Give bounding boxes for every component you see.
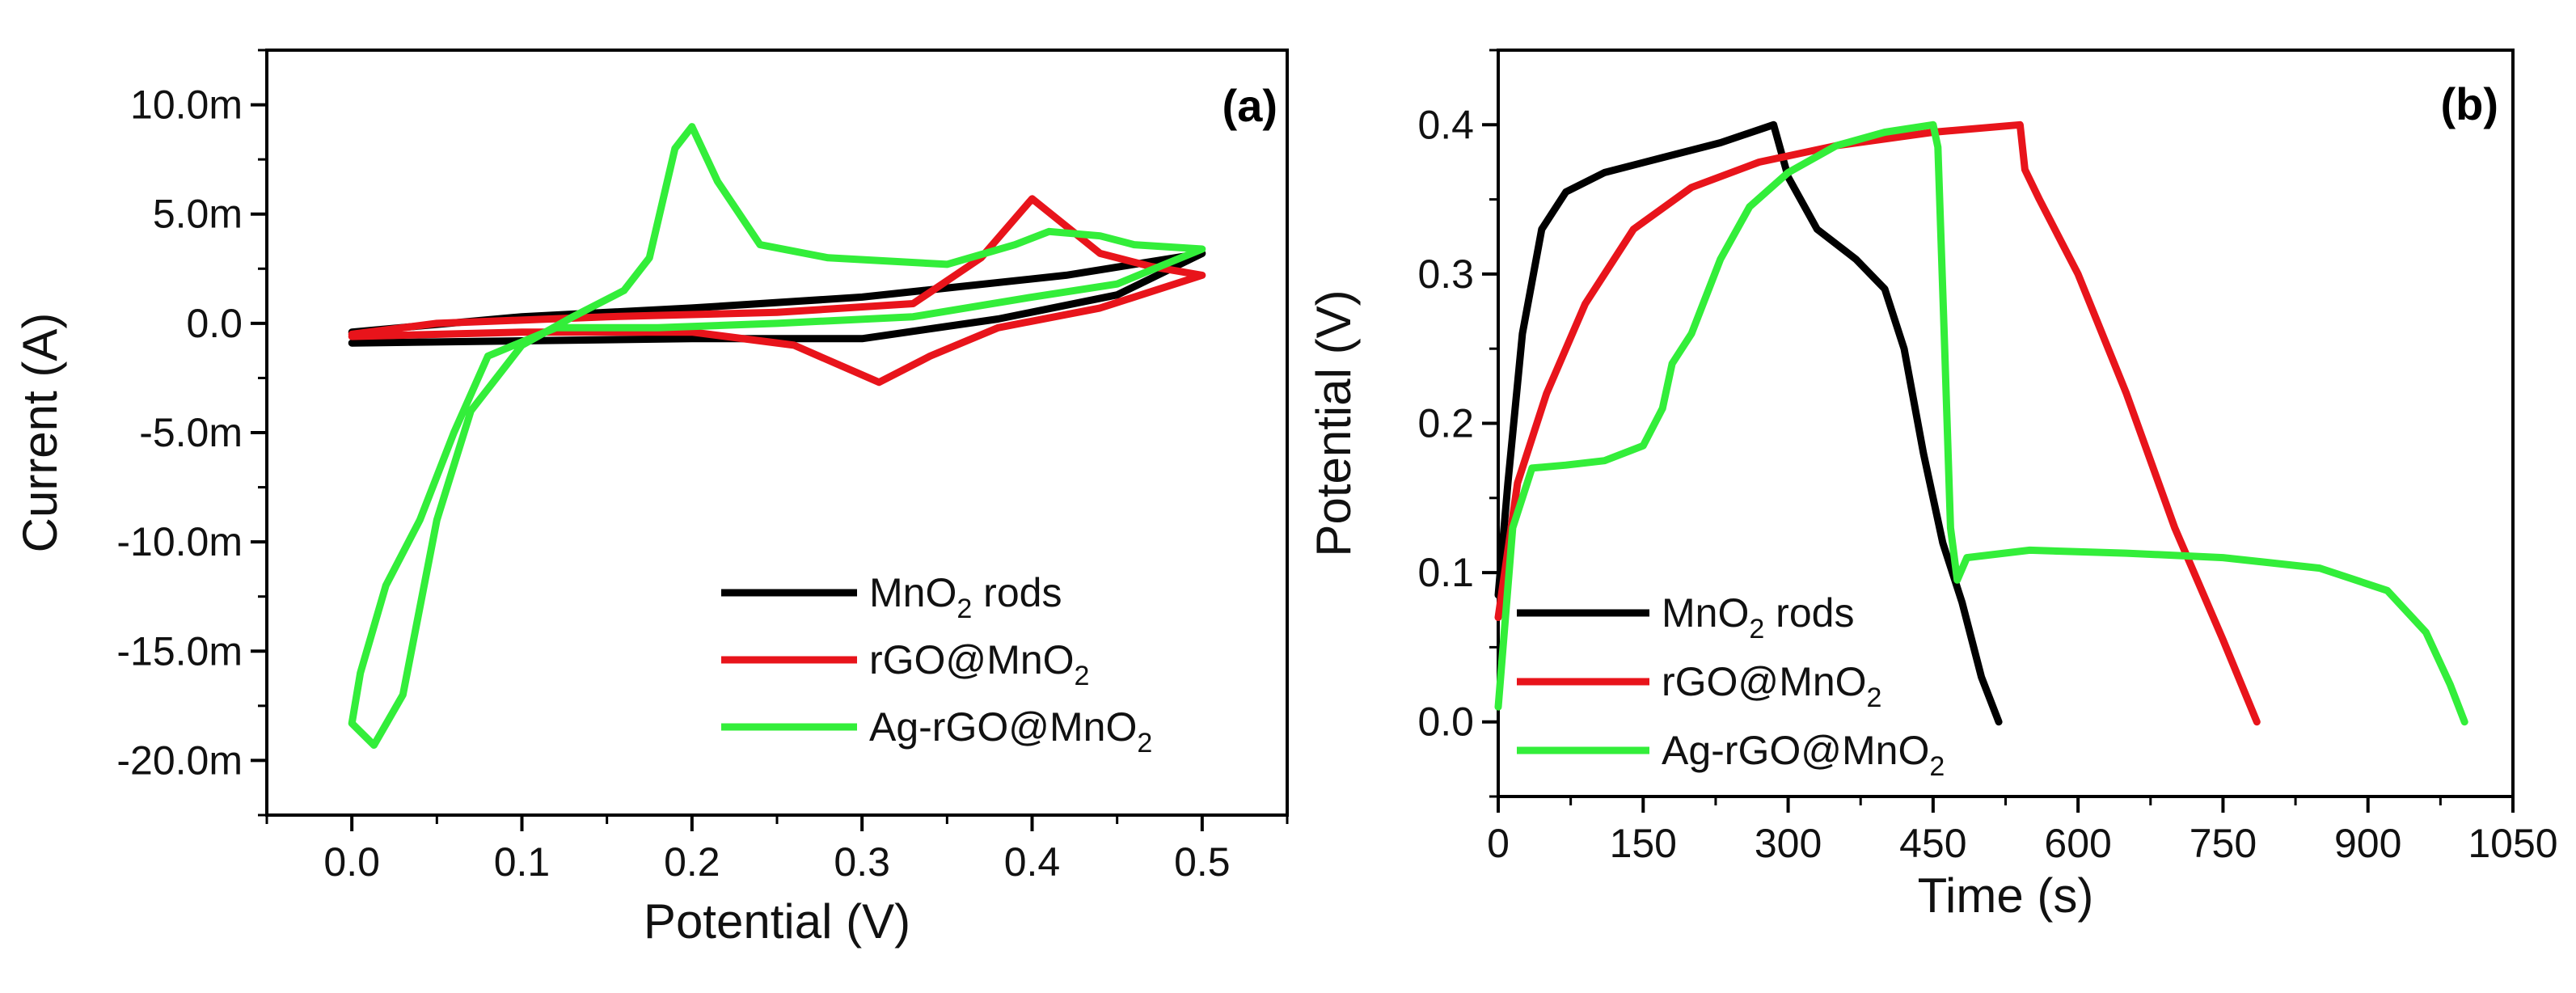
panel-a-y-tick-label: -10.0m bbox=[116, 519, 243, 564]
panel-a-legend-label-2: Ag-rGO@MnO2 bbox=[869, 704, 1152, 758]
panel-b-gcd-chart: 0 150 300 450 600 750 900 1050 0.0 0.1 0.2 0.3 0.4 Ti… bbox=[1307, 49, 2558, 923]
panel-a-y-tick-label: 10.0m bbox=[130, 82, 243, 128]
panel-b-y-tick-label: 0.1 bbox=[1417, 550, 1474, 595]
panel-a-series-line-0 bbox=[348, 249, 1206, 347]
panel-a-plot-frame bbox=[265, 49, 1289, 817]
panel-b-series-line-1 bbox=[1494, 120, 2261, 726]
panel-a-series-line-1 bbox=[348, 195, 1206, 387]
panel-b-y-tick-label: 0.4 bbox=[1417, 102, 1474, 147]
panel-b-x-tick-label: 150 bbox=[1610, 821, 1677, 866]
panel-b-y-tick-label: 0.3 bbox=[1417, 251, 1474, 297]
panel-a-y-tick-label: 5.0m bbox=[153, 192, 243, 237]
panel-a-x-tick-label: 0.5 bbox=[1174, 839, 1231, 885]
panel-a-legend-label-0: MnO2 rods bbox=[869, 570, 1062, 624]
panel-a-y-tick-label: -15.0m bbox=[116, 628, 243, 674]
panel-b-legend-label-2: Ag-rGO@MnO2 bbox=[1662, 728, 1945, 782]
panel-a-cv-chart: 0.0 0.1 0.2 0.3 0.4 0.5 10.0m 5.0m 0.0 -5.0m -10.0… bbox=[13, 49, 1289, 949]
panel-b-x-tick-label: 450 bbox=[1899, 821, 1966, 866]
panel-b-x-tick-label: 1050 bbox=[2468, 821, 2557, 866]
panel-b-legend-label-0: MnO2 rods bbox=[1662, 590, 1854, 644]
panel-a-series-line-2 bbox=[348, 123, 1206, 749]
panel-b-y-tick-label: 0.2 bbox=[1417, 401, 1474, 446]
panel-b-x-tick-label: 750 bbox=[2190, 821, 2257, 866]
panel-a-label: (a) bbox=[1223, 80, 1277, 131]
panel-a-x-tick-label: 0.1 bbox=[494, 839, 551, 885]
panel-a-y-tick-label: 0.0 bbox=[186, 301, 243, 346]
panel-a-x-tick-label: 0.4 bbox=[1004, 839, 1061, 885]
panel-a-x-tick-label: 0.2 bbox=[664, 839, 720, 885]
panel-b-y-tick-label: 0.0 bbox=[1417, 699, 1474, 745]
panel-b-x-axis-title: Time (s) bbox=[1918, 868, 2094, 923]
panel-b-y-axis-title: Potential (V) bbox=[1307, 289, 1361, 556]
panel-a-y-axis-title: Current (A) bbox=[13, 313, 67, 553]
panel-a-x-tick-label: 0.0 bbox=[323, 839, 380, 885]
panel-a-legend-label-1: rGO@MnO2 bbox=[869, 637, 1089, 691]
panel-b-x-tick-label: 0 bbox=[1487, 821, 1510, 866]
panel-b-series-line-2 bbox=[1494, 120, 2468, 726]
panel-a-x-axis-title: Potential (V) bbox=[644, 894, 910, 949]
panel-a-y-tick-label: -5.0m bbox=[139, 410, 243, 455]
panel-a-y-tick-label: -20.0m bbox=[116, 737, 243, 783]
panel-b-x-tick-label: 300 bbox=[1755, 821, 1822, 866]
panel-b-x-tick-label: 900 bbox=[2334, 821, 2401, 866]
panel-b-label: (b) bbox=[2440, 78, 2498, 129]
panel-a-x-tick-label: 0.3 bbox=[834, 839, 890, 885]
panel-b-x-tick-label: 600 bbox=[2044, 821, 2111, 866]
panel-b-legend-label-1: rGO@MnO2 bbox=[1662, 659, 1881, 713]
